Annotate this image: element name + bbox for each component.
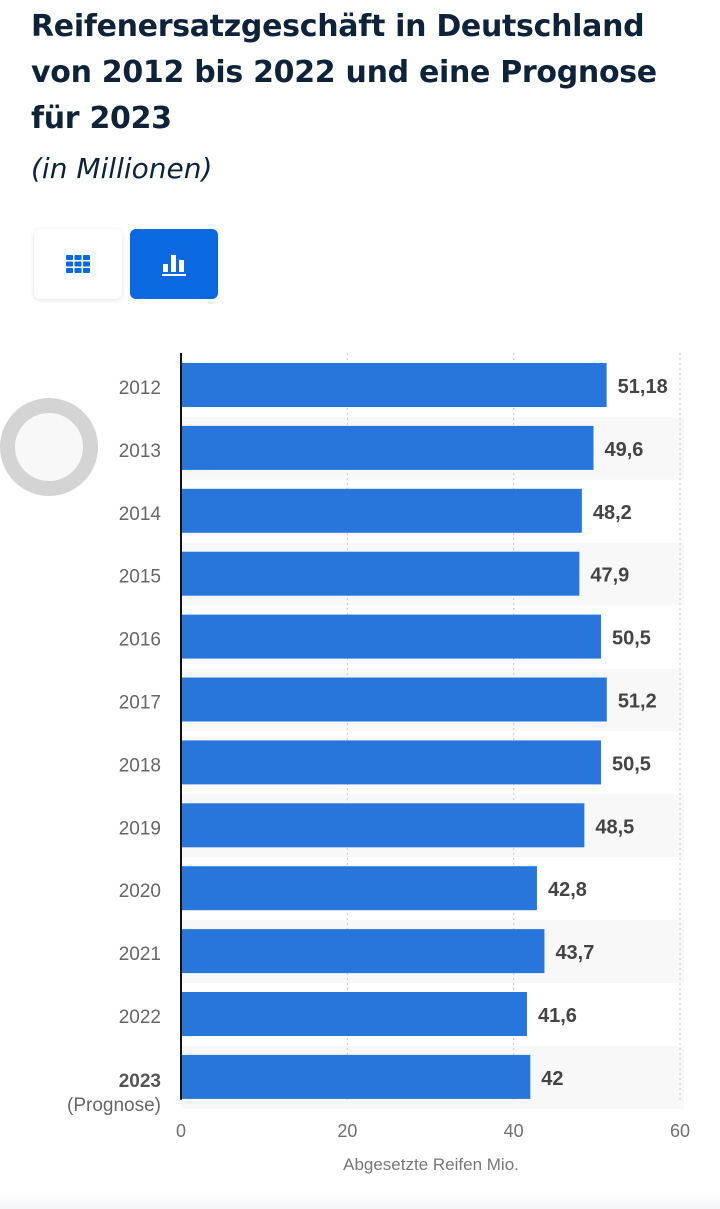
data-label: 49,6 <box>605 439 644 461</box>
x-tick-label: 0 <box>176 1121 186 1141</box>
data-label: 51,18 <box>618 376 668 398</box>
bar-2012 <box>181 363 607 407</box>
chart-subtitle: (in Millionen) <box>31 152 213 185</box>
y-tick-label: 2013 <box>119 441 161 462</box>
data-label: 47,9 <box>590 565 629 587</box>
y-tick-label: 2017 <box>119 693 161 714</box>
data-label: 43,7 <box>555 942 594 964</box>
data-label: 48,2 <box>593 502 632 524</box>
bar-2016 <box>181 614 601 659</box>
y-tick-label: 2023 <box>119 1071 161 1092</box>
data-label: 50,5 <box>612 753 651 775</box>
y-tick-label: 2016 <box>119 630 161 651</box>
chart-title: Reifenersatzgeschäft in Deutschland von … <box>31 9 657 136</box>
bar-2015 <box>181 551 580 596</box>
y-tick-label: 2020 <box>119 881 161 902</box>
x-tick-label: 40 <box>504 1121 524 1141</box>
data-label: 51,2 <box>618 691 657 713</box>
bar-2021 <box>181 929 545 974</box>
bar-chart-icon <box>162 255 186 276</box>
x-tick-label: 20 <box>337 1121 357 1141</box>
chart-view-button[interactable] <box>130 229 218 299</box>
bar-2017 <box>181 677 607 722</box>
x-tick-label: 60 <box>670 1121 690 1141</box>
bar-2014 <box>181 488 582 533</box>
bar-2019 <box>181 803 585 848</box>
bar-2018 <box>181 740 601 785</box>
bar-2013 <box>181 425 594 470</box>
y-tick-label: 2019 <box>119 818 161 839</box>
data-label: 42,8 <box>548 879 587 901</box>
bar-2023 <box>181 1054 531 1099</box>
y-tick-label: 2015 <box>119 567 161 588</box>
bar-2020 <box>181 866 537 911</box>
table-view-button[interactable] <box>34 229 122 299</box>
data-label: 48,5 <box>595 816 634 838</box>
x-axis-label: Abgesetzte Reifen Mio. <box>343 1155 519 1174</box>
y-tick-note: (Prognose) <box>67 1095 161 1116</box>
grid-icon <box>66 255 90 273</box>
data-label: 42 <box>541 1068 563 1090</box>
data-label: 50,5 <box>612 628 651 650</box>
y-tick-label: 2018 <box>119 755 161 776</box>
touch-indicator <box>0 398 98 496</box>
data-label: 41,6 <box>538 1005 577 1027</box>
y-tick-label: 2022 <box>119 1007 161 1028</box>
y-tick-label: 2012 <box>119 378 161 399</box>
bar-2022 <box>181 992 527 1036</box>
y-tick-label: 2021 <box>119 944 161 965</box>
y-tick-label: 2014 <box>119 504 162 525</box>
footer-shadow <box>0 1190 720 1209</box>
